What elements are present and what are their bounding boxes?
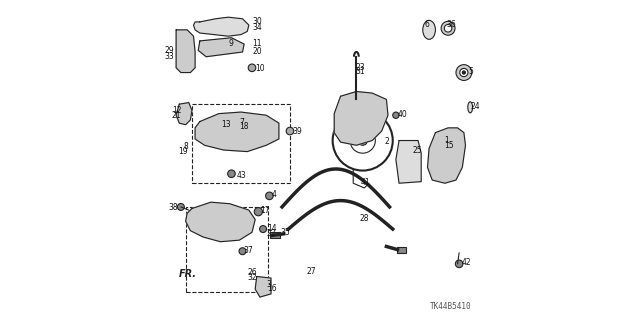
Text: 6: 6 <box>424 20 429 29</box>
Circle shape <box>286 127 294 135</box>
Circle shape <box>401 158 417 174</box>
Circle shape <box>444 25 452 32</box>
Text: 23: 23 <box>356 63 365 72</box>
Text: 37: 37 <box>243 246 253 256</box>
Text: 29: 29 <box>164 46 174 55</box>
Text: 14: 14 <box>267 224 276 233</box>
Text: 36: 36 <box>447 20 456 29</box>
Text: 31: 31 <box>356 67 365 76</box>
Text: 3: 3 <box>267 280 272 289</box>
Circle shape <box>248 64 256 71</box>
Circle shape <box>460 69 468 77</box>
Circle shape <box>266 192 273 200</box>
Text: 41: 41 <box>360 178 370 187</box>
Text: 19: 19 <box>178 147 188 156</box>
Circle shape <box>177 204 184 211</box>
Text: 18: 18 <box>239 122 249 131</box>
Polygon shape <box>176 103 192 125</box>
Circle shape <box>254 208 262 216</box>
Text: 17: 17 <box>260 206 270 215</box>
Circle shape <box>455 260 463 268</box>
Circle shape <box>435 141 461 166</box>
Polygon shape <box>195 112 279 152</box>
Text: 35: 35 <box>280 228 290 237</box>
Text: 33: 33 <box>164 52 174 61</box>
Text: 26: 26 <box>248 268 257 277</box>
Text: 43: 43 <box>237 171 246 181</box>
Circle shape <box>239 248 246 255</box>
Circle shape <box>358 136 367 145</box>
Circle shape <box>441 21 455 35</box>
FancyBboxPatch shape <box>270 232 280 238</box>
Polygon shape <box>396 141 421 183</box>
Text: 15: 15 <box>444 141 454 150</box>
Circle shape <box>393 112 399 118</box>
Text: 39: 39 <box>292 127 302 136</box>
Polygon shape <box>193 17 249 36</box>
Circle shape <box>237 119 245 127</box>
Polygon shape <box>198 38 244 57</box>
Polygon shape <box>176 30 195 72</box>
Text: 9: 9 <box>228 39 233 48</box>
Text: 27: 27 <box>307 267 316 276</box>
Text: 5: 5 <box>468 67 473 76</box>
Text: 7: 7 <box>239 118 244 127</box>
Text: 10: 10 <box>255 64 265 73</box>
Polygon shape <box>334 92 388 145</box>
Ellipse shape <box>423 20 435 39</box>
Text: 25: 25 <box>413 146 422 155</box>
Circle shape <box>456 65 472 80</box>
FancyBboxPatch shape <box>397 248 406 253</box>
Text: 1: 1 <box>444 136 449 145</box>
Circle shape <box>227 40 235 48</box>
Circle shape <box>228 170 236 178</box>
Circle shape <box>217 122 223 128</box>
Circle shape <box>462 71 465 74</box>
Text: 38: 38 <box>169 203 179 212</box>
Polygon shape <box>255 277 271 297</box>
Polygon shape <box>428 128 465 183</box>
Circle shape <box>260 226 266 233</box>
Text: 12: 12 <box>172 106 182 115</box>
Text: 21: 21 <box>172 111 182 120</box>
Polygon shape <box>186 202 255 242</box>
Text: FR.: FR. <box>179 269 197 279</box>
Text: TK44B5410: TK44B5410 <box>430 302 472 311</box>
Text: 22: 22 <box>267 229 276 238</box>
Text: 42: 42 <box>461 258 471 267</box>
Text: 11: 11 <box>253 39 262 48</box>
Text: 4: 4 <box>272 190 277 199</box>
Text: 8: 8 <box>183 142 188 151</box>
Text: 32: 32 <box>248 273 257 282</box>
Text: 13: 13 <box>221 120 230 129</box>
Text: 20: 20 <box>253 47 262 56</box>
Text: 34: 34 <box>253 23 262 32</box>
Circle shape <box>442 147 454 160</box>
Text: 2: 2 <box>385 137 390 146</box>
Text: 30: 30 <box>253 18 262 26</box>
Ellipse shape <box>468 102 472 113</box>
Text: 28: 28 <box>360 213 369 222</box>
Text: 24: 24 <box>471 102 481 111</box>
Text: 40: 40 <box>397 110 407 119</box>
Text: 16: 16 <box>267 284 276 293</box>
